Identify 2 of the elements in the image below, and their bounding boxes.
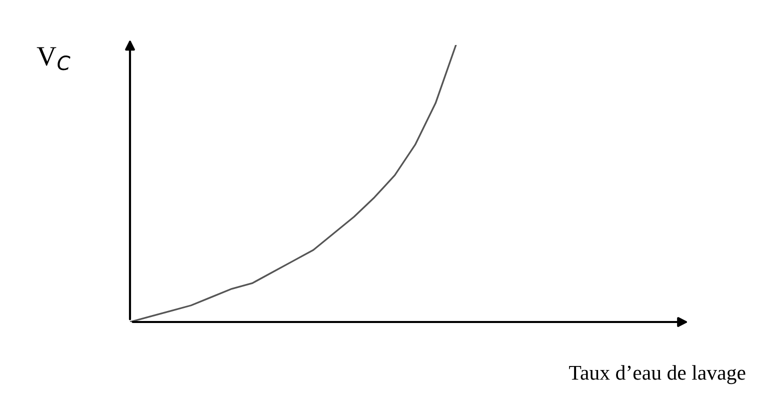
y-axis-title: V$_{C}$ [36, 47, 70, 70]
x-axis-title: Taux d’eau de lavage [569, 365, 746, 384]
